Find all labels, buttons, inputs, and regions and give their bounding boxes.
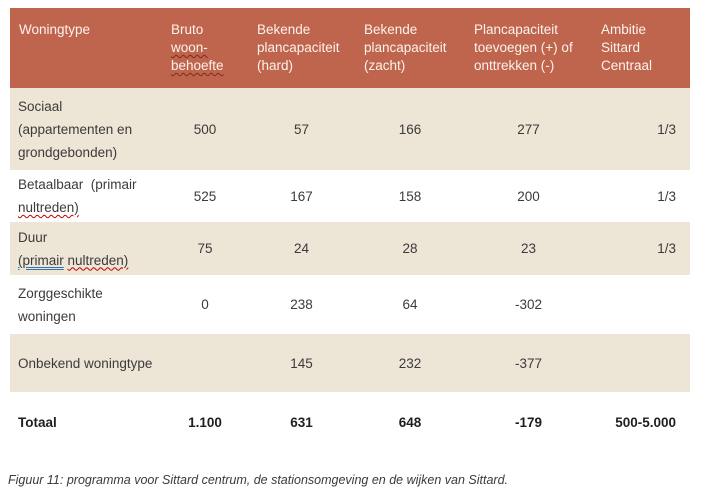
cell-delta: 23	[465, 222, 592, 275]
cell-ambitie	[592, 334, 690, 392]
label-misspelled-word: nultreden)	[18, 200, 79, 215]
header-text-misspelled: woon-behoefte	[171, 40, 224, 73]
col-header-bruto-woonbehoefte: Bruto woon-behoefte	[162, 8, 248, 88]
cell-delta: 277	[465, 88, 592, 170]
cell-bruto: 75	[162, 222, 248, 275]
col-header-plancapaciteit-hard: Bekende plancapaciteit (hard)	[248, 8, 355, 88]
cell-bruto: 525	[193, 188, 217, 204]
label-misspelled-word: nultreden)	[67, 252, 129, 268]
table-row-onbekend: Onbekend woningtype 145 232 -377	[10, 334, 690, 392]
cell-bruto: 500	[162, 88, 248, 170]
housing-program-table: Woningtype Bruto woon-behoefte Bekende pl…	[10, 8, 690, 452]
row-label: Onbekend woningtype	[10, 334, 162, 392]
cell-hard: 167	[290, 188, 313, 204]
cell-delta: -377	[465, 334, 592, 392]
cell-zacht: 28	[355, 222, 465, 275]
cell-zacht: 64	[402, 297, 418, 312]
table-row-totaal: Totaal 1.100 631 648 -179 500-5.000	[10, 392, 690, 452]
cell-hard: 631	[290, 414, 313, 430]
label-grammar-marked-word: (primair	[18, 252, 64, 268]
cell-hard: 238	[290, 297, 313, 312]
label-line: Sociaal	[18, 98, 63, 114]
label-line: woningen	[18, 308, 76, 324]
col-header-woningtype: Woningtype	[10, 8, 162, 88]
cell-hard: 24	[248, 222, 355, 275]
label-line: grondgebonden)	[18, 144, 118, 160]
figure-caption: Figuur 11: programma voor Sittard centru…	[8, 473, 509, 487]
table-row-duur: Duur (primair nultreden) 75 24 28 23 1/3	[10, 222, 690, 275]
col-header-plancapaciteit-zacht: Bekende plancapaciteit (zacht)	[355, 8, 465, 88]
cell-ambitie: 1/3	[657, 188, 676, 204]
table-row-zorggeschikt: Zorggeschikte woningen 0 238 64 -302	[10, 275, 690, 334]
cell-ambitie: 500-5.000	[615, 414, 676, 430]
cell-zacht: 232	[355, 334, 465, 392]
header-text: Bruto	[171, 22, 204, 37]
row-label: Duur (primair nultreden)	[10, 222, 162, 275]
table-row-sociaal: Sociaal (appartementen en grondgebonden) 5…	[10, 88, 690, 170]
cell-delta: -179	[514, 414, 543, 430]
row-label: Totaal	[18, 414, 57, 430]
cell-bruto	[162, 334, 248, 392]
label-line: Duur	[18, 229, 48, 245]
cell-zacht: 158	[398, 188, 422, 204]
col-header-toevoegen-onttrekken: Plancapaciteit toevoegen (+) of onttrekk…	[465, 8, 592, 88]
row-label: Zorggeschikte woningen	[10, 275, 162, 334]
cell-delta: 200	[517, 188, 540, 204]
cell-zacht: 166	[355, 88, 465, 170]
row-label: Betaalbaar (primair nultreden)	[10, 170, 162, 222]
label-line: (appartementen en	[18, 121, 133, 137]
cell-zacht: 648	[398, 414, 422, 430]
cell-ambitie: 1/3	[592, 88, 690, 170]
col-header-ambitie-sittard: Ambitie Sittard Centraal	[592, 8, 690, 88]
cell-bruto: 0	[201, 297, 209, 312]
label-line: Betaalbaar (primair	[18, 177, 137, 192]
cell-ambitie: 1/3	[592, 222, 690, 275]
table-header-row: Woningtype Bruto woon-behoefte Bekende pl…	[10, 8, 690, 88]
cell-delta: -302	[514, 297, 543, 312]
cell-hard: 145	[248, 334, 355, 392]
label-line: Zorggeschikte	[18, 285, 103, 301]
cell-hard: 57	[248, 88, 355, 170]
cell-ambitie	[592, 275, 690, 334]
row-label: Sociaal (appartementen en grondgebonden)	[10, 88, 162, 170]
cell-bruto: 1.100	[188, 414, 222, 430]
table-row-betaalbaar: Betaalbaar (primair nultreden) 525 167 15…	[10, 170, 690, 222]
